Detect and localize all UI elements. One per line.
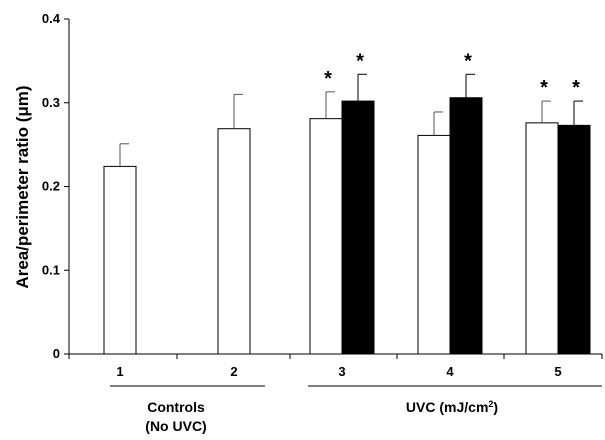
bars	[103, 97, 591, 355]
significance-marker: *	[464, 50, 472, 72]
y-tick-label: 0.1	[42, 262, 60, 277]
y-tick-label: 0.4	[42, 11, 61, 26]
controls-group-sublabel: (No UVC)	[145, 418, 206, 434]
significance-markers: * * * * *	[324, 50, 580, 99]
x-tick-label: 3	[338, 364, 345, 379]
bar-filled	[449, 97, 483, 355]
bar-filled	[557, 124, 591, 355]
y-axis-title: Area/perimeter ratio (μm)	[13, 85, 32, 288]
controls-group-label: Controls	[147, 399, 205, 415]
significance-marker: *	[540, 77, 548, 99]
bar-open	[103, 165, 137, 355]
x-tick-label: 5	[554, 364, 561, 379]
y-tick-label: 0	[53, 346, 60, 361]
x-tick-label: 2	[230, 364, 237, 379]
significance-marker: *	[356, 50, 364, 72]
bar-open	[309, 118, 343, 355]
x-tick-label: 4	[446, 364, 454, 379]
significance-marker: *	[572, 77, 580, 99]
bar-open	[525, 122, 559, 355]
x-axis: 1 2 3 4 5	[68, 353, 603, 379]
bar-filled	[341, 100, 375, 355]
error-bars	[119, 73, 583, 167]
group-labels: Controls (No UVC) UVC (mJ/cm2)	[110, 385, 602, 434]
bar-open	[217, 128, 251, 355]
uvc-group-label: UVC (mJ/cm2)	[406, 399, 498, 415]
y-tick-label: 0.2	[42, 179, 60, 194]
y-axis: 0 0.1 0.2 0.3 0.4	[42, 11, 70, 361]
bar-open	[417, 134, 451, 355]
y-tick-label: 0.3	[42, 95, 60, 110]
x-tick-label: 1	[116, 364, 123, 379]
significance-marker: *	[324, 68, 332, 90]
